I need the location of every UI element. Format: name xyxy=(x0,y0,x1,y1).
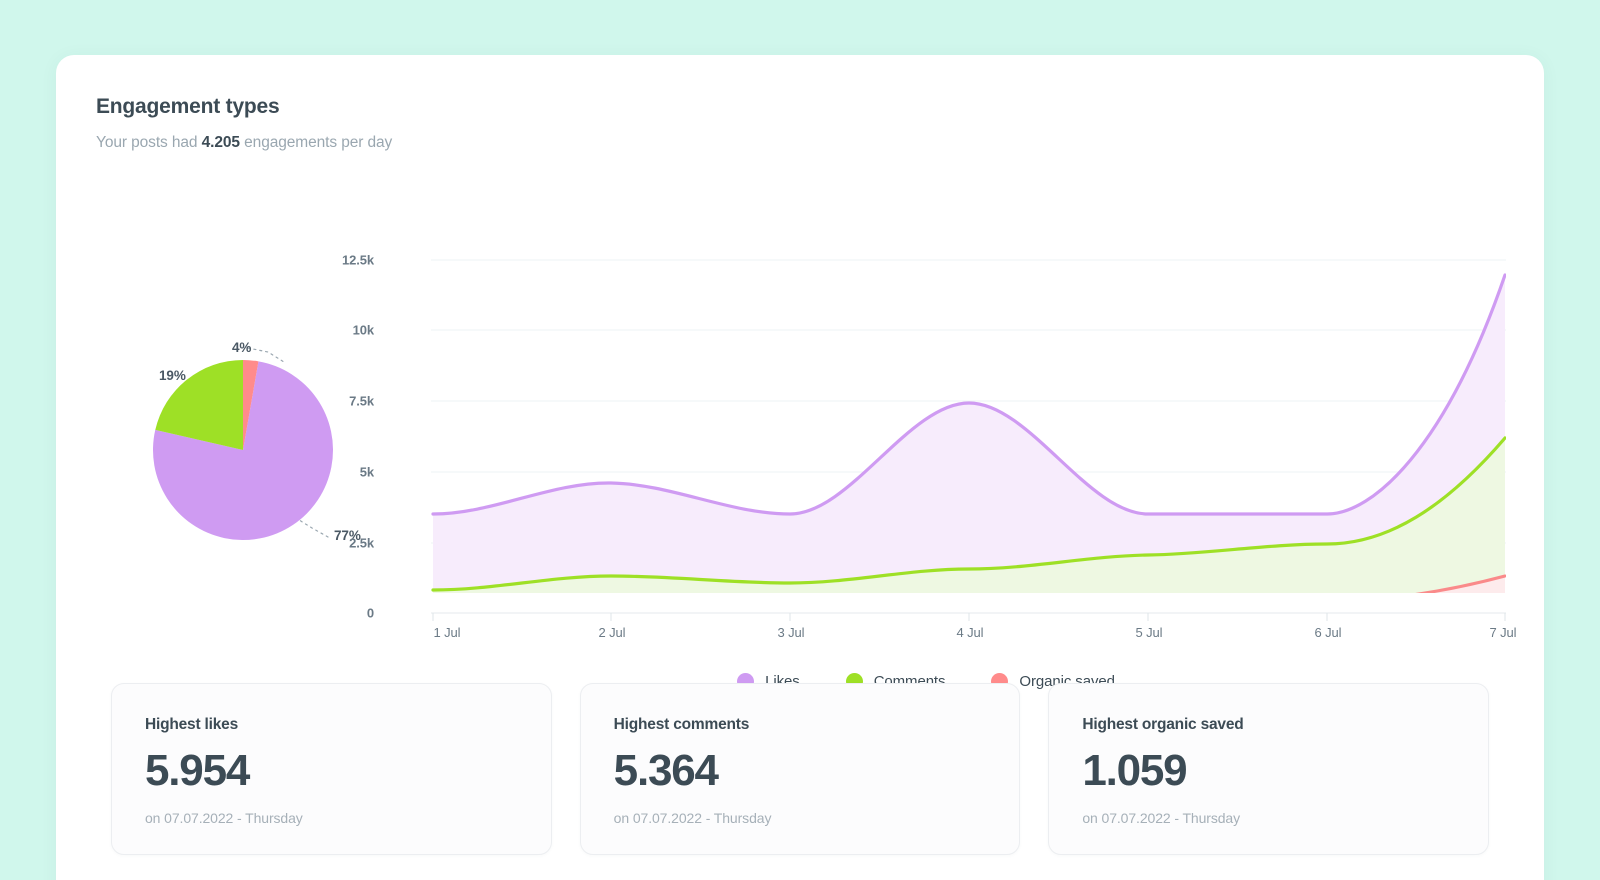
stat-card-footnote: on 07.07.2022 - Thursday xyxy=(145,810,303,827)
engagements-per-day-value: 4.205 xyxy=(201,134,240,151)
stat-card-value: 5.954 xyxy=(145,746,250,795)
pie-slice-organic[interactable] xyxy=(243,360,259,450)
x-axis-label-5-jul: 5 Jul xyxy=(1135,625,1163,640)
x-axis-label-4-jul: 4 Jul xyxy=(956,625,984,640)
stat-card-footnote: on 07.07.2022 - Thursday xyxy=(613,810,772,827)
x-axis-label-2-jul: 2 Jul xyxy=(598,625,626,640)
leader-line-organic xyxy=(247,347,285,363)
x-axis-label-7-jul: 7 Jul xyxy=(1489,625,1517,640)
pie-label-organic: 4% xyxy=(232,340,252,355)
stat-cards-row: Highest likes 5.954 on 07.07.2022 - Thur… xyxy=(111,683,1490,856)
stat-card-title: Highest organic saved xyxy=(1082,716,1244,733)
y-axis-label-10000: 10k xyxy=(352,322,374,338)
engagement-panel: Engagement types Your posts had 4.205 en… xyxy=(56,55,1544,880)
stat-card-title: Highest likes xyxy=(145,716,239,733)
pie-slices xyxy=(152,360,333,541)
series-line-comments xyxy=(431,436,1506,592)
panel-subtitle: Your posts had 4.205 engagements per day xyxy=(96,134,392,152)
subtitle-prefix: Your posts had xyxy=(96,134,202,151)
pie-label-comments: 19% xyxy=(159,368,186,383)
series-area-likes xyxy=(433,275,1505,593)
stat-card-title: Highest comments xyxy=(613,716,750,733)
area-chart-svg xyxy=(431,259,1506,621)
stat-card-value: 5.364 xyxy=(613,746,719,795)
series-line-likes xyxy=(431,273,1506,516)
y-axis-label-2500: 2.5k xyxy=(349,535,374,551)
y-axis-label-0: 0 xyxy=(366,605,374,621)
stat-card-highest-likes[interactable]: Highest likes 5.954 on 07.07.2022 - Thur… xyxy=(111,683,552,856)
x-axis-label-6-jul: 6 Jul xyxy=(1314,625,1342,640)
y-axis-label-5000: 5k xyxy=(359,464,374,480)
series-area-organic xyxy=(1425,576,1505,593)
x-axis-ticks xyxy=(432,613,1506,621)
pie-chart-svg xyxy=(152,347,333,541)
stat-card-footnote: on 07.07.2022 - Thursday xyxy=(1082,810,1241,827)
series-area-comments xyxy=(433,438,1505,593)
x-axis-label-1-jul: 1 Jul xyxy=(433,625,461,640)
y-axis-label-12500: 12.5k xyxy=(341,252,374,268)
pie-slice-comments[interactable] xyxy=(155,360,243,450)
page-title: Engagement types xyxy=(96,95,280,118)
engagement-area-chart: 12.5k 10k 7.5k 5k 2.5k 0 xyxy=(342,240,1517,660)
subtitle-suffix: engagements per day xyxy=(239,134,393,151)
stat-card-highest-organic-saved[interactable]: Highest organic saved 1.059 on 07.07.202… xyxy=(1048,683,1490,856)
panel-header: Engagement types Your posts had 4.205 en… xyxy=(96,95,392,152)
engagement-pie-chart: 4% 19% 77% xyxy=(96,240,386,640)
stat-card-value: 1.059 xyxy=(1082,746,1187,795)
stat-card-highest-comments[interactable]: Highest comments 5.364 on 07.07.2022 - T… xyxy=(579,683,1021,856)
pie-label-likes: 77% xyxy=(334,528,361,543)
x-axis-label-3-jul: 3 Jul xyxy=(777,625,805,640)
leader-line-likes xyxy=(295,517,329,538)
pie-slice-likes[interactable] xyxy=(152,361,333,541)
y-axis-label-7500: 7.5k xyxy=(349,393,374,409)
